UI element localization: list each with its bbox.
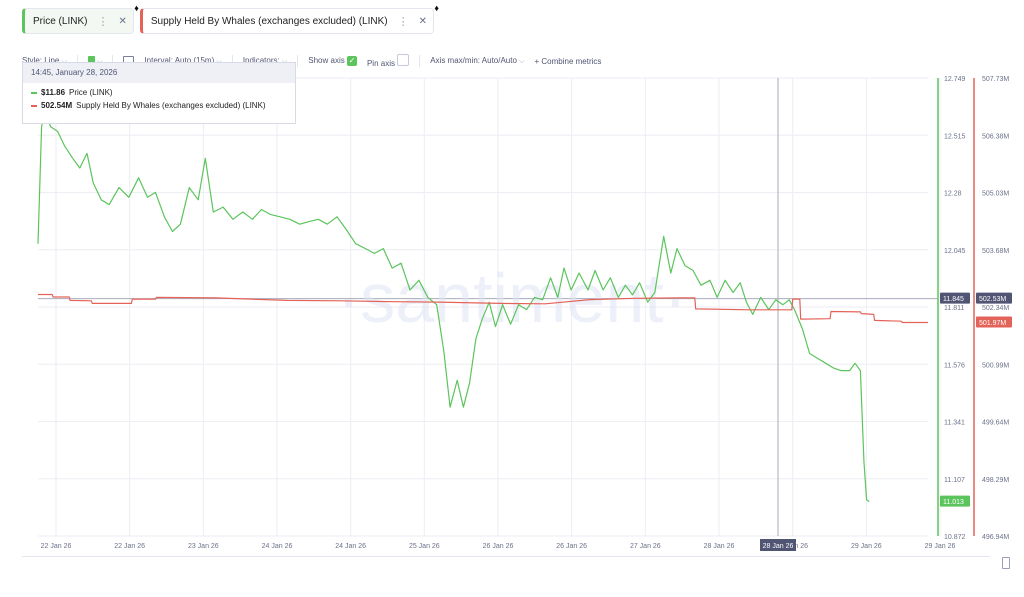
metric-tabs: Price (LINK) ⋮ ✕ ♦ Supply Held By Whales… [22, 3, 439, 48]
x-axis-tick-label: 29 Jan 26 [851, 543, 882, 550]
supply-axis-tick-label: 499.64M [982, 420, 1009, 427]
axis-maxmin-select[interactable]: Axis max/min: Auto/Auto ⌵ [430, 56, 524, 66]
indicators-select[interactable]: Indicators: ⌵ [243, 56, 287, 66]
pin-icon[interactable]: ♦ [134, 3, 139, 13]
x-axis-tick-label: 24 Jan 26 [335, 543, 366, 550]
pin-icon[interactable]: ♦ [434, 3, 440, 13]
price-axis-tick-label: 12.515 [944, 133, 966, 140]
tooltip-price-value: $11.86 [41, 88, 66, 97]
tooltip-supply-value: 502.54M [41, 101, 73, 110]
interval-select[interactable]: Interval: Auto (15m) ⌵ [144, 56, 221, 66]
whale-supply-line [38, 293, 928, 324]
price-axis-tick-label: 12.045 [944, 248, 966, 255]
more-options-icon[interactable]: ⋮ [397, 15, 409, 28]
x-axis-tick-label: 25 Jan 26 [409, 543, 440, 550]
color-select[interactable]: ⌵ [87, 56, 102, 66]
divider [231, 55, 233, 67]
chart-toolbar: Style: Line ⌵ ⌵ Interval: Auto (15m) ⌵ I… [22, 54, 601, 68]
price-axis-tick-label: 10.872 [944, 534, 966, 541]
show-axis-toggle[interactable]: Show axis ✓ [308, 56, 357, 66]
price-line [37, 108, 870, 503]
metric-tab-whales[interactable]: Supply Held By Whales (exchanges exclude… [139, 3, 439, 34]
supply-axis-tick-label: 498.29M [982, 477, 1009, 484]
crosshair-date-badge: 28 Jan 26 [763, 543, 794, 550]
divider [76, 55, 78, 67]
show-axis-label: Show axis [308, 56, 345, 65]
chevron-down-icon: ⌵ [97, 58, 102, 65]
price-axis-tick-label: 11.811 [944, 305, 964, 312]
supply-axis-tick-label: 496.94M [982, 534, 1009, 541]
plus-icon: + [534, 56, 540, 66]
metric-tab-label: Price (LINK) [33, 15, 88, 27]
price-axis-tick-label: 12.28 [944, 191, 962, 198]
price-last-value-badge-bg [940, 495, 970, 507]
x-axis-tick-label: 22 Jan 26 [114, 543, 145, 550]
chart-tooltip: 14:45, January 28, 2026 $11.86 Price (LI… [22, 62, 296, 124]
supply-axis-tick-label: 500.99M [982, 362, 1009, 369]
chevron-down-icon: ⌵ [62, 58, 67, 65]
divider [297, 55, 299, 67]
supply-crosshair-badge: 502.53M [979, 296, 1006, 303]
supply-axis-tick-label: 507.73M [982, 76, 1009, 83]
tooltip-price-name: Price (LINK) [69, 88, 113, 97]
tooltip-date: 14:45, January 28, 2026 [23, 63, 295, 83]
price-axis-tick-label: 11.576 [944, 362, 965, 369]
style-label: Style: Line [22, 56, 60, 65]
price-crosshair-badge: 11.845 [943, 296, 964, 303]
tooltip-supply-name: Supply Held By Whales (exchanges exclude… [76, 101, 266, 110]
chart-series [37, 108, 928, 503]
supply-crosshair-badge-bg [976, 292, 1012, 304]
x-axis-tick-label: 28 Jan 26 [704, 543, 735, 550]
chart-grid [38, 77, 941, 537]
close-icon[interactable]: ✕ [118, 15, 127, 27]
supply-axis-tick-label: 505.03M [982, 191, 1009, 198]
checkbox-checked-icon: ✓ [346, 56, 357, 66]
x-axis-tick-label: 29 Jan 26 [925, 543, 956, 550]
price-legend-swatch [31, 91, 37, 94]
checkbox-empty-icon [397, 54, 410, 66]
pin-axis-label: Pin axis [366, 59, 395, 68]
supply-axis-tick-label: 503.68M [982, 248, 1009, 255]
close-icon[interactable]: ✕ [418, 15, 428, 27]
chart-axes: 12.749 507.73M 12.515 506.38M 12.28 505.03M 12… [41, 76, 1012, 551]
price-crosshair-badge-bg [940, 292, 970, 304]
tooltip-row-price: $11.86 Price (LINK) [23, 86, 295, 99]
price-axis-tick-label: 11.341 [944, 420, 965, 427]
x-axis-tick-label: 26 Jan 26 [483, 543, 514, 550]
combine-metrics-button[interactable]: + Combine metrics [534, 57, 601, 66]
supply-last-value-badge-bg [976, 316, 1012, 328]
x-axis-tick-label: 22 Jan 26 [41, 543, 72, 550]
metric-tab-label: Supply Held By Whales (exchanges exclude… [150, 15, 388, 27]
axis-maxmin-label: Axis max/min: Auto/Auto [430, 56, 517, 65]
color-swatch [87, 56, 95, 63]
divider [112, 55, 114, 67]
supply-legend-swatch [31, 104, 37, 107]
crosshair-date-badge-bg [760, 539, 796, 551]
combine-metrics-label: Combine metrics [541, 56, 602, 66]
price-axis-tick-label: 11.107 [944, 477, 965, 484]
chevron-down-icon: ⌵ [519, 58, 525, 65]
price-axis-tick-label: 12.749 [944, 76, 966, 83]
more-options-icon[interactable]: ⋮ [97, 15, 109, 28]
divider [419, 55, 421, 67]
x-axis-tick-label: 27 Jan 26 [630, 543, 661, 550]
price-last-value-badge: 11.013 [943, 499, 964, 506]
chevron-down-icon: ⌵ [217, 58, 222, 65]
indicators-label: Indicators: [242, 56, 280, 65]
x-axis-tick-label: 23 Jan 26 [188, 543, 219, 550]
supply-last-value-badge: 501.97M [979, 320, 1006, 327]
pin-axis-toggle[interactable]: Pin axis [366, 54, 410, 68]
style-select[interactable]: Style: Line ⌵ [22, 56, 67, 66]
chevron-down-icon: ⌵ [282, 58, 287, 65]
navigator-scrollbar[interactable] [22, 556, 990, 569]
tooltip-row-supply: 502.54M Supply Held By Whales (exchanges… [23, 99, 295, 112]
supply-axis-tick-label: 506.38M [982, 133, 1009, 140]
interval-label: Interval: Auto (15m) [144, 56, 215, 65]
supply-axis-tick-label: 502.34M [982, 305, 1009, 312]
x-axis-tick-label: 26 Jan 26 [556, 543, 587, 550]
x-axis-tick-label: 24 Jan 26 [262, 543, 293, 550]
navigator-handle[interactable] [1002, 557, 1010, 569]
metric-tab-price[interactable]: Price (LINK) ⋮ ✕ ♦ [22, 3, 139, 34]
